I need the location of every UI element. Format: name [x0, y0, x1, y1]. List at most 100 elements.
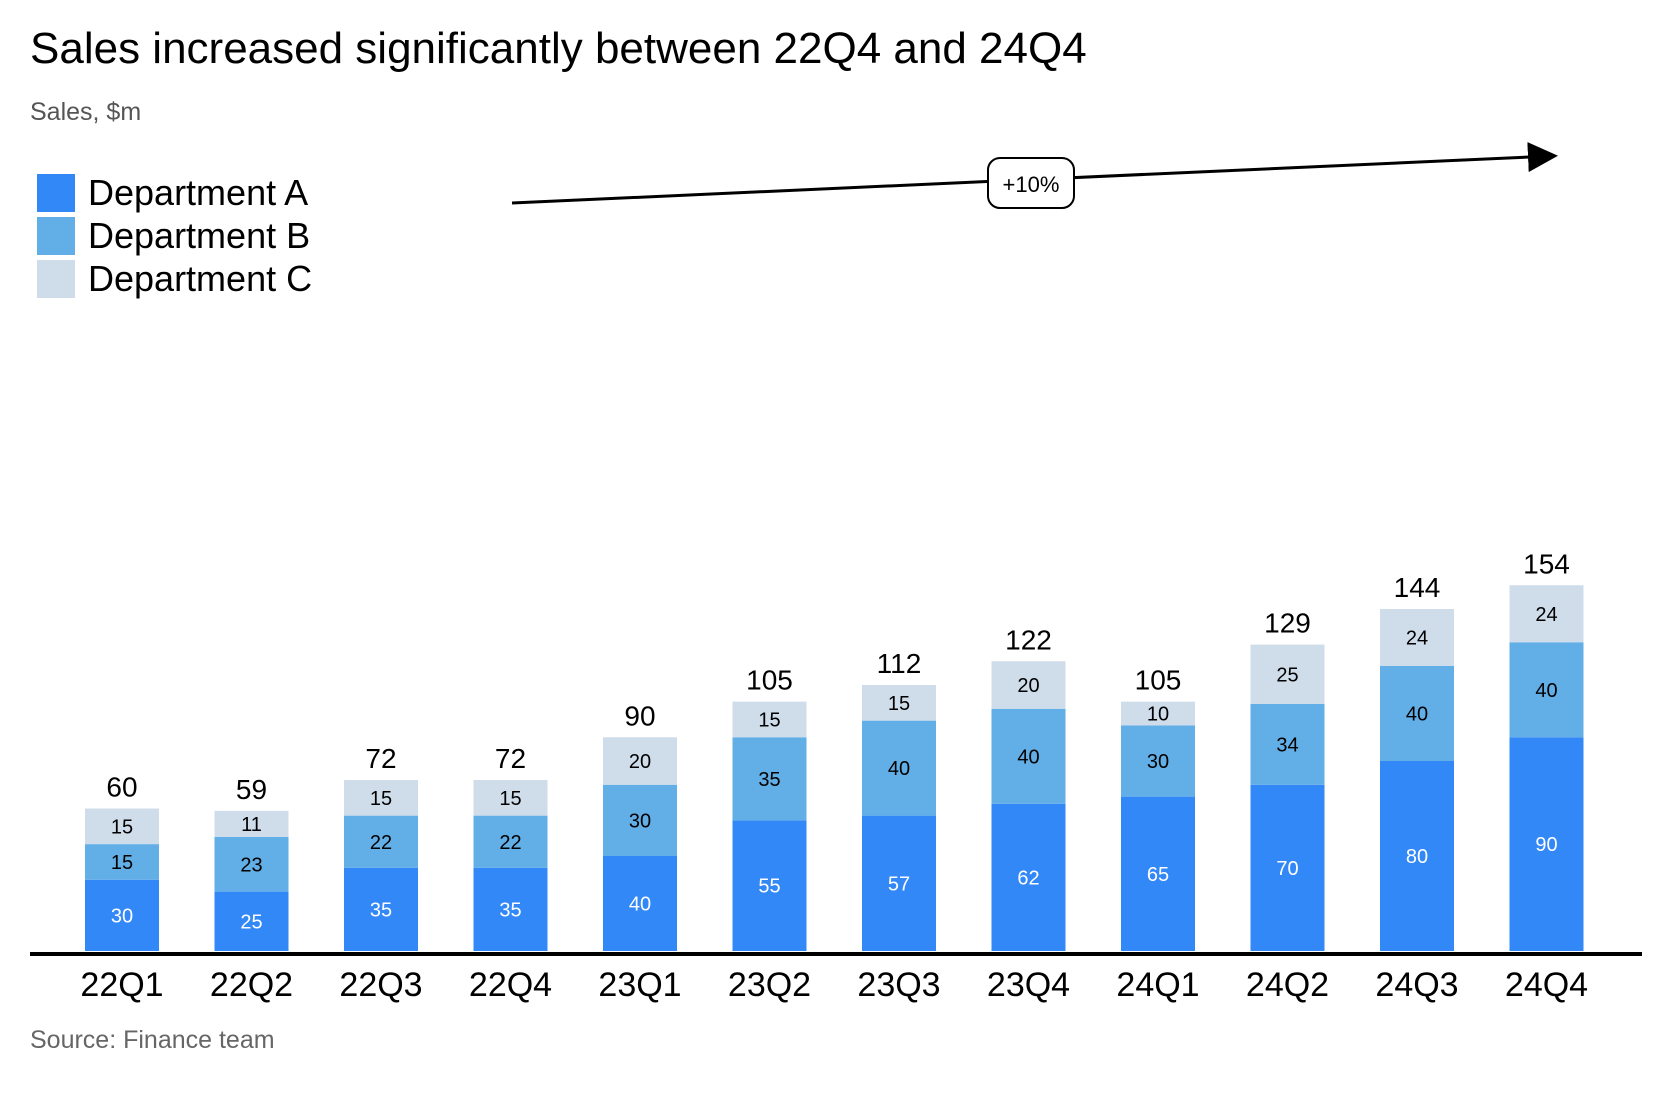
cagr-label: +10%: [1003, 172, 1060, 197]
bar-segment-22Q4-department-b: [473, 815, 548, 868]
chart-subtitle: Sales, $m: [30, 98, 141, 126]
total-value-label: 154: [1523, 548, 1570, 579]
bar-segment-22Q1-department-b: [85, 844, 159, 880]
bar-segment-22Q3-department-b: [344, 815, 418, 868]
total-value-label: 144: [1394, 572, 1441, 603]
segment-value-label: 90: [1535, 834, 1557, 856]
bar-segment-22Q3-department-c: [344, 780, 418, 816]
bar-segment-23Q4-department-a: [991, 803, 1066, 951]
total-value-label: 105: [1135, 665, 1182, 696]
total-value-label: 129: [1264, 608, 1311, 639]
bar-segment-24Q4-department-b: [1509, 642, 1584, 738]
x-tick-label: 24Q1: [1116, 966, 1199, 1004]
bar-segment-24Q3-department-a: [1380, 761, 1454, 951]
segment-value-label: 30: [1147, 751, 1169, 773]
bar-segment-23Q1-department-c: [603, 737, 677, 785]
segment-value-label: 35: [370, 899, 392, 921]
legend-swatch-department-c: [37, 260, 75, 298]
bar-segment-23Q2-department-c: [732, 701, 807, 738]
legend-label: Department B: [88, 215, 310, 256]
segment-value-label: 30: [111, 905, 133, 927]
total-value-label: 112: [877, 648, 922, 679]
legend-swatch-department-b: [37, 217, 75, 255]
segment-value-label: 24: [1535, 604, 1557, 626]
segment-value-label: 40: [1406, 704, 1428, 726]
source-note: Source: Finance team: [30, 1026, 275, 1054]
segment-value-label: 65: [1147, 864, 1169, 886]
x-tick-label: 22Q3: [339, 966, 422, 1004]
bar-segment-24Q4-department-a: [1509, 737, 1584, 951]
segment-value-label: 40: [888, 758, 910, 780]
bar-segment-22Q1-department-c: [85, 808, 159, 845]
bar-segment-23Q3-department-b: [862, 720, 936, 816]
bar-segment-24Q2-department-b: [1250, 704, 1325, 785]
bar-segment-23Q4-department-b: [991, 708, 1066, 804]
bar-segment-24Q3-department-b: [1380, 666, 1454, 761]
total-value-label: 72: [365, 743, 396, 774]
bar-segment-23Q1-department-b: [603, 784, 677, 856]
segment-value-label: 25: [240, 911, 262, 933]
x-tick-label: 24Q4: [1505, 966, 1588, 1004]
segment-value-label: 11: [241, 814, 262, 836]
x-tick-label: 22Q1: [80, 966, 163, 1004]
x-tick-label: 23Q3: [857, 966, 940, 1004]
total-value-label: 59: [236, 774, 267, 805]
x-tick-label: 22Q2: [210, 966, 293, 1004]
total-value-label: 72: [495, 743, 526, 774]
segment-value-label: 22: [370, 832, 392, 854]
total-value-label: 122: [1005, 624, 1052, 655]
segment-value-label: 34: [1276, 734, 1298, 756]
segment-value-label: 25: [1276, 664, 1298, 686]
x-tick-label: 23Q1: [598, 966, 681, 1004]
bar-segment-22Q2-department-a: [214, 891, 289, 951]
segment-value-label: 70: [1276, 858, 1298, 880]
total-value-label: 90: [624, 700, 655, 731]
segment-value-label: 40: [1535, 680, 1557, 702]
bar-segment-24Q2-department-c: [1250, 644, 1325, 704]
legend-label: Department A: [88, 172, 308, 213]
bar-segment-24Q1-department-c: [1121, 701, 1195, 726]
total-value-label: 60: [106, 772, 137, 803]
bar-segment-23Q2-department-a: [732, 820, 807, 951]
bar-segment-24Q3-department-c: [1380, 609, 1454, 666]
legend-label: Department C: [88, 258, 312, 299]
bar-segment-23Q3-department-a: [862, 815, 936, 951]
bar-segment-24Q1-department-b: [1121, 725, 1195, 797]
bar-segment-22Q2-department-b: [214, 837, 289, 892]
cagr-box: [987, 157, 1075, 209]
segment-value-label: 24: [1406, 628, 1428, 650]
segment-value-label: 30: [629, 810, 651, 832]
bar-segment-22Q4-department-a: [473, 867, 548, 951]
segment-value-label: 57: [888, 873, 910, 895]
bar-segment-22Q3-department-a: [344, 867, 418, 951]
bar-segment-23Q2-department-b: [732, 737, 807, 821]
cagr-annotation: +10%: [511, 142, 1558, 209]
x-tick-label: 23Q2: [728, 966, 811, 1004]
x-tick-label: 22Q4: [469, 966, 552, 1004]
total-value-label: 105: [746, 665, 793, 696]
segment-value-label: 62: [1017, 867, 1039, 889]
segment-value-label: 15: [499, 788, 521, 810]
segment-value-label: 23: [240, 854, 262, 876]
segment-value-label: 35: [499, 899, 521, 921]
bar-segment-23Q4-department-c: [991, 661, 1066, 709]
bar-segment-23Q3-department-c: [862, 685, 936, 721]
x-tick-label: 23Q4: [987, 966, 1070, 1004]
segment-value-label: 55: [758, 876, 780, 898]
segment-value-label: 20: [1017, 675, 1039, 697]
segment-value-label: 15: [111, 816, 133, 838]
segment-value-label: 15: [888, 693, 910, 715]
bar-segment-24Q1-department-a: [1121, 796, 1195, 951]
segment-value-label: 40: [629, 894, 651, 916]
segment-value-label: 15: [370, 788, 392, 810]
x-tick-label: 24Q3: [1375, 966, 1458, 1004]
segment-value-label: 35: [758, 769, 780, 791]
bar-segment-22Q2-department-c: [214, 810, 289, 837]
segment-value-label: 15: [111, 852, 133, 874]
segment-value-label: 22: [499, 832, 521, 854]
legend-swatch-department-a: [37, 174, 75, 212]
bar-segment-22Q4-department-c: [473, 780, 548, 816]
bar-segment-24Q2-department-a: [1250, 784, 1325, 951]
